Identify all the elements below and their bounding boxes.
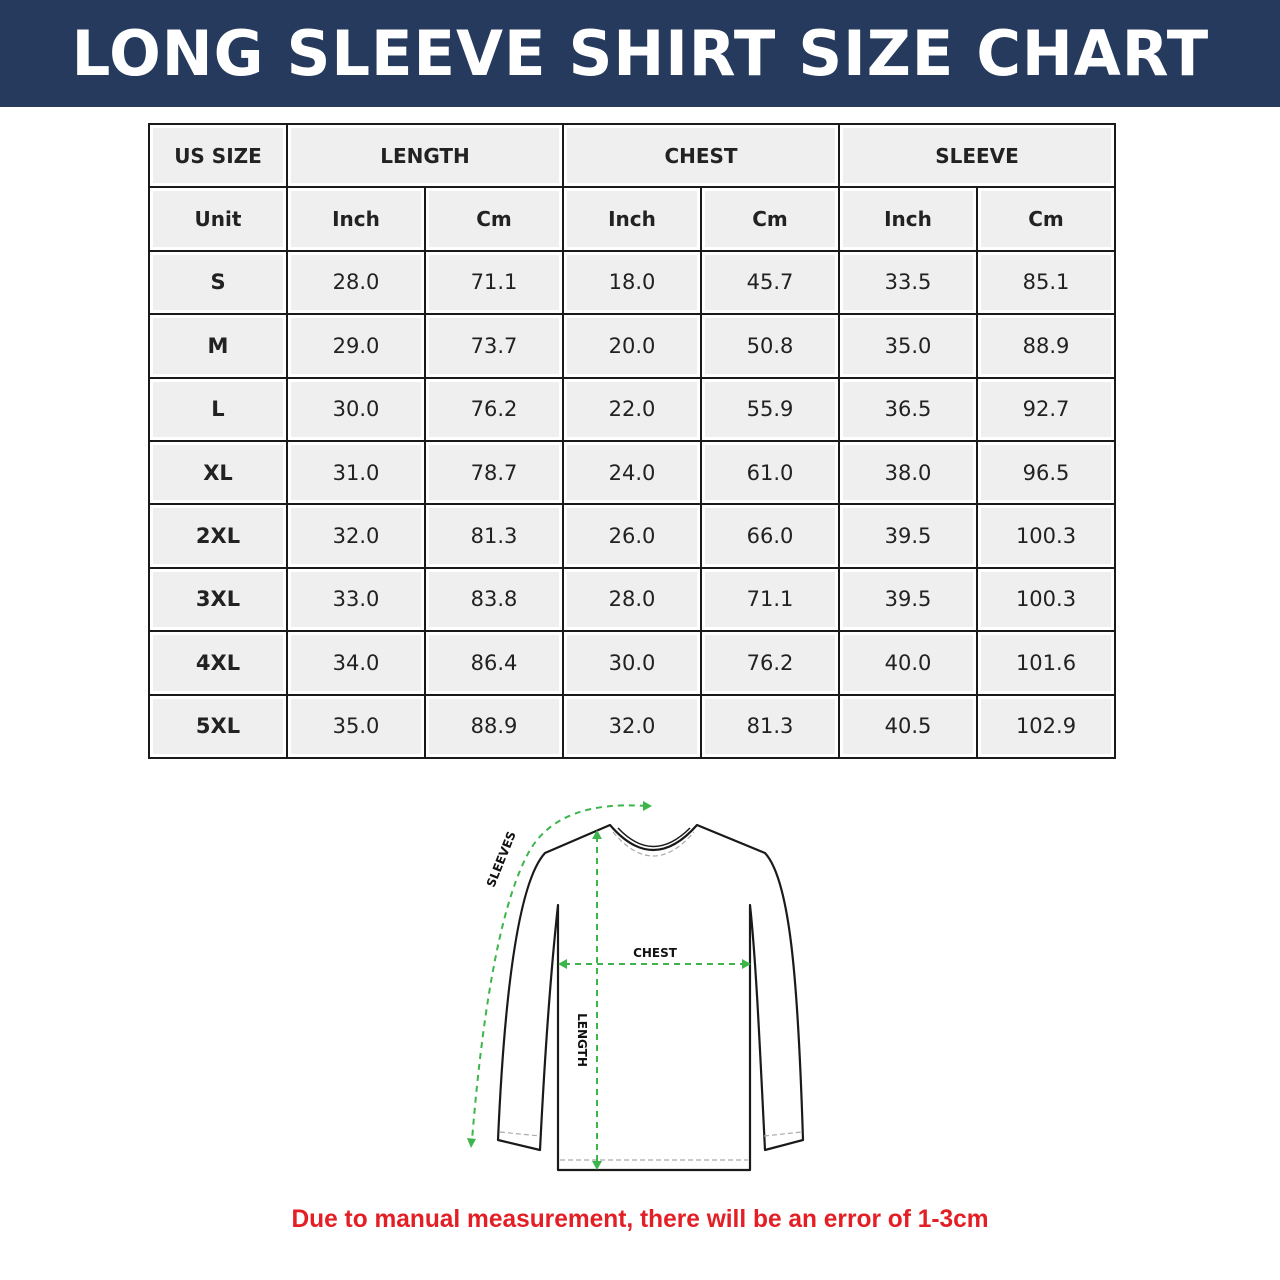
value-cell: 71.1	[424, 249, 564, 316]
size-cell: M	[148, 313, 288, 379]
arrow-icon	[592, 1161, 602, 1170]
value-cell: 32.0	[286, 503, 426, 569]
header-sleeve: SLEEVE	[838, 122, 1116, 189]
unit-cell: Cm	[700, 186, 840, 252]
value-cell: 92.7	[976, 376, 1116, 442]
value-cell: 28.0	[562, 566, 702, 633]
header-chest: CHEST	[562, 122, 840, 189]
unit-cell: Inch	[838, 186, 978, 252]
value-cell: 33.0	[286, 566, 426, 633]
arrow-icon	[467, 1138, 476, 1148]
value-cell: 28.0	[286, 249, 426, 316]
size-cell: XL	[148, 439, 288, 506]
value-cell: 78.7	[424, 439, 564, 506]
value-cell: 20.0	[562, 313, 702, 379]
size-cell: 4XL	[148, 630, 288, 696]
value-cell: 32.0	[562, 693, 702, 759]
chest-label: CHEST	[633, 946, 678, 960]
value-cell: 35.0	[838, 313, 978, 379]
page-title: LONG SLEEVE SHIRT SIZE CHART	[71, 17, 1209, 90]
value-cell: 33.5	[838, 249, 978, 316]
value-cell: 86.4	[424, 630, 564, 696]
value-cell: 100.3	[976, 566, 1116, 633]
arrow-icon	[558, 959, 567, 969]
value-cell: 61.0	[700, 439, 840, 506]
size-cell: 2XL	[148, 503, 288, 569]
value-cell: 76.2	[424, 376, 564, 442]
unit-cell: Cm	[976, 186, 1116, 252]
value-cell: 39.5	[838, 503, 978, 569]
table-row: L 30.0 76.2 22.0 55.9 36.5 92.7	[148, 376, 1116, 442]
table-row: M 29.0 73.7 20.0 50.8 35.0 88.9	[148, 313, 1116, 379]
table-row: XL 31.0 78.7 24.0 61.0 38.0 96.5	[148, 439, 1116, 506]
unit-cell: Inch	[286, 186, 426, 252]
size-cell: S	[148, 249, 288, 316]
header-us-size: US SIZE	[148, 122, 288, 189]
value-cell: 22.0	[562, 376, 702, 442]
header-length: LENGTH	[286, 122, 564, 189]
value-cell: 76.2	[700, 630, 840, 696]
title-banner: LONG SLEEVE SHIRT SIZE CHART	[0, 0, 1280, 107]
size-cell: L	[148, 376, 288, 442]
value-cell: 40.0	[838, 630, 978, 696]
table-row: S 28.0 71.1 18.0 45.7 33.5 85.1	[148, 249, 1116, 316]
value-cell: 18.0	[562, 249, 702, 316]
seam-lines	[499, 831, 803, 1161]
value-cell: 30.0	[562, 630, 702, 696]
value-cell: 101.6	[976, 630, 1116, 696]
value-cell: 39.5	[838, 566, 978, 633]
size-cell: 3XL	[148, 566, 288, 633]
value-cell: 96.5	[976, 439, 1116, 506]
value-cell: 26.0	[562, 503, 702, 569]
value-cell: 34.0	[286, 630, 426, 696]
value-cell: 66.0	[700, 503, 840, 569]
value-cell: 45.7	[700, 249, 840, 316]
table-row: 4XL 34.0 86.4 30.0 76.2 40.0 101.6	[148, 630, 1116, 696]
measure-lines	[471, 804, 745, 1165]
unit-cell: Inch	[562, 186, 702, 252]
table-row: 3XL 33.0 83.8 28.0 71.1 39.5 100.3	[148, 566, 1116, 633]
value-cell: 36.5	[838, 376, 978, 442]
arrow-icon	[742, 959, 751, 969]
value-cell: 31.0	[286, 439, 426, 506]
value-cell: 100.3	[976, 503, 1116, 569]
value-cell: 85.1	[976, 249, 1116, 316]
sleeves-label: SLEEVES	[484, 829, 519, 889]
value-cell: 88.9	[424, 693, 564, 759]
value-cell: 29.0	[286, 313, 426, 379]
value-cell: 35.0	[286, 693, 426, 759]
group-header-row: US SIZE LENGTH CHEST SLEEVE	[148, 122, 1116, 189]
value-cell: 50.8	[700, 313, 840, 379]
value-cell: 83.8	[424, 566, 564, 633]
shirt-outline	[496, 823, 805, 1172]
sleeve-measure-line	[471, 804, 647, 1141]
table-row: 2XL 32.0 81.3 26.0 66.0 39.5 100.3	[148, 503, 1116, 569]
size-cell: 5XL	[148, 693, 288, 759]
value-cell: 30.0	[286, 376, 426, 442]
value-cell: 102.9	[976, 693, 1116, 759]
value-cell: 81.3	[700, 693, 840, 759]
value-cell: 38.0	[838, 439, 978, 506]
value-cell: 88.9	[976, 313, 1116, 379]
table-row: 5XL 35.0 88.9 32.0 81.3 40.5 102.9	[148, 693, 1116, 759]
value-cell: 73.7	[424, 313, 564, 379]
value-cell: 55.9	[700, 376, 840, 442]
value-cell: 40.5	[838, 693, 978, 759]
size-table: US SIZE LENGTH CHEST SLEEVE Unit Inch Cm…	[148, 122, 1116, 759]
value-cell: 71.1	[700, 566, 840, 633]
value-cell: 81.3	[424, 503, 564, 569]
unit-cell: Cm	[424, 186, 564, 252]
length-label: LENGTH	[575, 1013, 589, 1067]
unit-row: Unit Inch Cm Inch Cm Inch Cm	[148, 186, 1116, 252]
measurement-note: Due to manual measurement, there will be…	[291, 1205, 989, 1233]
measure-arrowheads	[467, 801, 751, 1170]
arrow-icon	[643, 801, 652, 811]
arrow-icon	[592, 830, 602, 839]
unit-label: Unit	[148, 186, 288, 252]
value-cell: 24.0	[562, 439, 702, 506]
